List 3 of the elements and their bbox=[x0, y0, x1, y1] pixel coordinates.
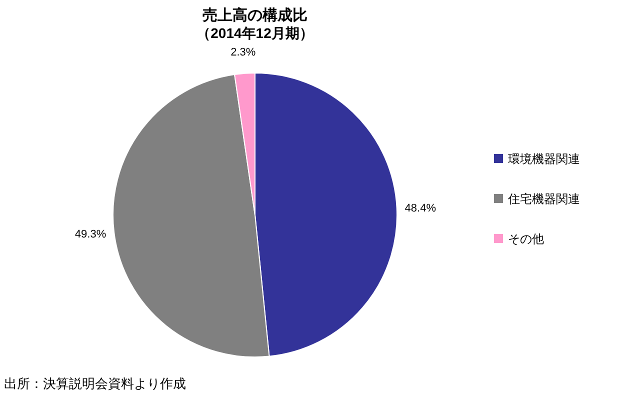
title: 売上高の構成比 bbox=[202, 7, 308, 24]
annotation: 出所：決算説明会資料より作成 bbox=[4, 376, 186, 391]
subtitle: （2014年12月期） bbox=[196, 25, 314, 41]
